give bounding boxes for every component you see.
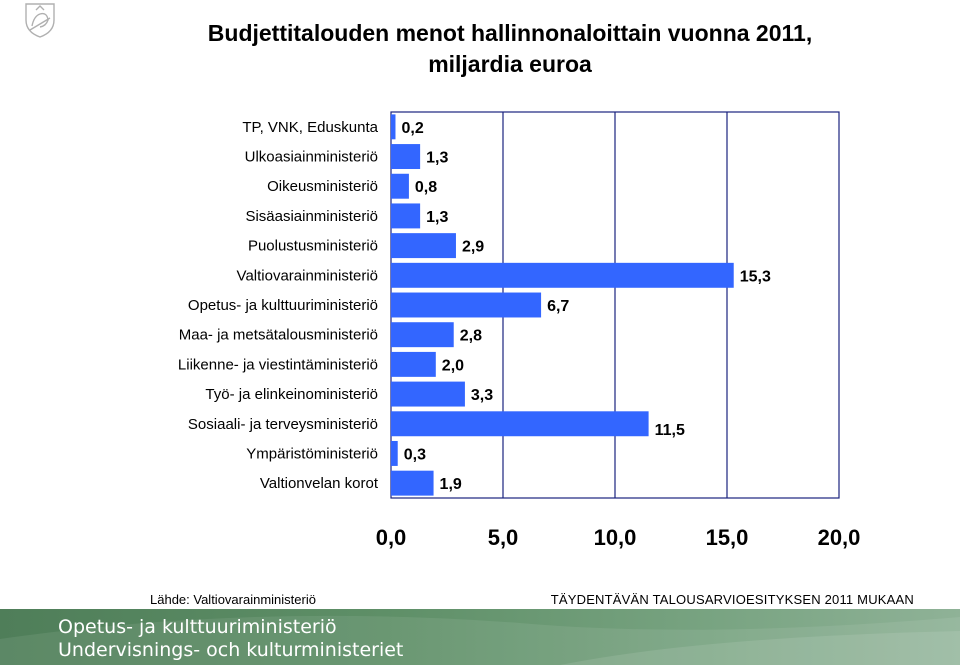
- bar: [391, 292, 542, 318]
- value-label: 1,3: [426, 150, 448, 167]
- value-label: 2,9: [462, 239, 484, 256]
- x-tick-label: 5,0: [488, 525, 519, 550]
- category-label: Puolustusministeriö: [248, 238, 378, 255]
- bar: [391, 351, 436, 377]
- bar: [391, 144, 421, 170]
- value-label: 3,3: [471, 387, 493, 404]
- bar: [391, 440, 398, 466]
- category-label: Sisäasiainministeriö: [245, 208, 378, 225]
- bar-chart: TP, VNK, Eduskunta Ulkoasiainministeriö Oi…: [178, 111, 861, 550]
- category-label: Ympäristöministeriö: [246, 445, 378, 462]
- value-label: 6,7: [547, 298, 569, 315]
- ministry-name-finnish: Opetus- ja kulttuuriministeriö: [58, 616, 337, 638]
- x-tick-label: 10,0: [594, 525, 637, 550]
- category-label: Valtiovarainministeriö: [237, 267, 378, 284]
- x-axis-tick-labels: 0,0 5,0 10,0 15,0 20,0: [376, 525, 861, 550]
- chart-title-line-2: miljardia euroa: [428, 51, 592, 77]
- category-label: Maa- ja metsätalousministeriö: [179, 327, 378, 344]
- x-tick-label: 0,0: [376, 525, 407, 550]
- bar: [391, 470, 434, 496]
- chart-title: Budjettitalouden menot hallinnonaloittai…: [0, 18, 960, 80]
- category-label: Sosiaali- ja terveysministeriö: [188, 416, 378, 433]
- category-label: Opetus- ja kulttuuriministeriö: [188, 297, 378, 314]
- value-label: 2,0: [442, 357, 464, 374]
- value-label: 0,2: [401, 120, 423, 137]
- category-label: Työ- ja elinkeinoministeriö: [205, 386, 378, 403]
- category-label: Ulkoasiainministeriö: [245, 149, 378, 166]
- x-tick-label: 15,0: [706, 525, 749, 550]
- value-labels: 0,21,30,81,32,915,36,72,82,03,311,50,31,…: [401, 120, 770, 493]
- x-tick-label: 20,0: [818, 525, 861, 550]
- bar: [391, 203, 421, 229]
- category-label: Oikeusministeriö: [267, 178, 378, 195]
- ministry-name-swedish: Undervisnings- och kulturministeriet: [58, 639, 404, 661]
- bars-layer: [391, 114, 734, 496]
- value-label: 1,3: [426, 209, 448, 226]
- bar: [391, 262, 734, 288]
- bar: [391, 233, 456, 259]
- bar: [391, 114, 396, 140]
- category-label: Liikenne- ja viestintäministeriö: [178, 356, 378, 373]
- value-label: 0,8: [415, 179, 437, 196]
- budget-proposal-note: TÄYDENTÄVÄN TALOUSARVIOESITYKSEN 2011 MU…: [550, 592, 914, 607]
- lion-coat-of-arms-icon: [25, 3, 55, 38]
- bar: [391, 173, 409, 199]
- category-label: Valtionvelan korot: [260, 475, 379, 492]
- bar: [391, 381, 465, 407]
- ministry-footer-band: Opetus- ja kulttuuriministeriö Undervisn…: [0, 609, 960, 665]
- value-label: 15,3: [740, 268, 771, 285]
- category-labels: TP, VNK, Eduskunta Ulkoasiainministeriö Oi…: [178, 119, 379, 492]
- bar: [391, 411, 649, 437]
- category-label: TP, VNK, Eduskunta: [242, 119, 378, 136]
- value-label: 1,9: [440, 476, 462, 493]
- value-label: 2,8: [460, 328, 482, 345]
- footer-decoration: [0, 615, 960, 665]
- source-note: Lähde: Valtiovarainministeriö: [150, 592, 316, 607]
- value-label: 11,5: [655, 422, 685, 439]
- bar: [391, 322, 454, 348]
- chart-title-line-1: Budjettitalouden menot hallinnonaloittai…: [207, 20, 813, 46]
- value-label: 0,3: [404, 446, 426, 463]
